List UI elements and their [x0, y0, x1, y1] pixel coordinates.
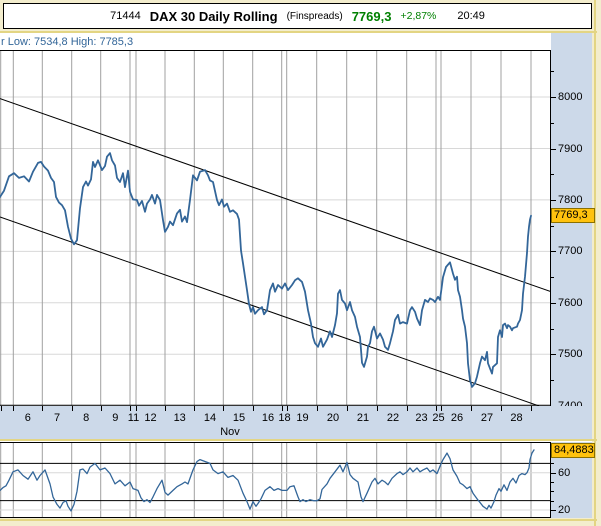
date-axis-tick — [346, 406, 348, 411]
date-axis-tick — [281, 406, 283, 411]
date-axis-tick — [165, 406, 166, 411]
price-axis-minor-tick — [551, 122, 554, 124]
price-axis-minor-tick — [551, 328, 554, 330]
date-tick-label: 23 — [415, 412, 428, 424]
instrument-id: 71444 — [110, 10, 141, 22]
date-tick-label: 16 — [261, 412, 275, 424]
date-tick-label: 12 — [144, 412, 157, 424]
date-tick-label: 15 — [232, 412, 246, 424]
frame-accent-right — [594, 0, 596, 526]
frame-accent-top — [0, 31, 597, 33]
price-axis-tick — [551, 251, 556, 253]
date-tick-label: 13 — [173, 412, 186, 424]
date-axis-tick — [136, 406, 137, 411]
date-axis-tick — [223, 406, 225, 411]
last-price-marker: 7769,3 — [551, 208, 595, 224]
date-tick-label: 26 — [450, 412, 464, 424]
date-axis-tick — [436, 406, 437, 411]
panel-separator — [0, 439, 597, 441]
date-tick-label: 21 — [356, 412, 370, 424]
date-axis-tick — [316, 406, 318, 411]
date-axis-tick — [100, 406, 102, 411]
price-axis-label: 7600 — [558, 296, 583, 309]
date-tick-label: 27 — [480, 412, 494, 424]
quote-change-percent: +2,87% — [400, 10, 437, 22]
date-tick-label: 28 — [510, 412, 523, 424]
date-axis-tick — [194, 406, 196, 411]
date-axis-tick — [501, 406, 502, 411]
date-axis-tick — [71, 406, 73, 411]
date-tick-label: 20 — [326, 412, 340, 424]
oscillator-axis-tick — [551, 472, 556, 474]
date-axis[interactable]: 6 7 8 9 11 12 13 14 15 16 18 19 20 21 22 23 25 26 27 28 Nov — [0, 406, 592, 439]
date-axis-tick — [42, 406, 44, 411]
provider-label: (Finspreads) — [286, 10, 343, 22]
date-axis-tick — [376, 406, 378, 411]
oscillator-axis-minor-tick — [551, 463, 554, 465]
price-axis-label: 8000 — [558, 91, 583, 103]
date-tick-label: 9 — [112, 412, 119, 424]
date-axis-tick — [0, 406, 2, 411]
quote-time: 20:49 — [457, 10, 485, 22]
date-tick-label: 19 — [296, 412, 309, 424]
quote-title-bar: 71444 DAX 30 Daily Rolling (Finspreads) … — [3, 3, 592, 29]
date-axis-tick — [13, 406, 15, 411]
price-axis-minor-tick — [551, 225, 554, 227]
date-tick-label: 6 — [24, 412, 31, 424]
price-axis-label: 7400 — [558, 400, 582, 412]
date-axis-tick — [130, 406, 131, 411]
date-tick-label: 8 — [83, 412, 90, 424]
price-axis-minor-tick — [551, 71, 554, 73]
price-axis-label: 7900 — [558, 142, 583, 155]
date-axis-tick — [406, 406, 408, 411]
quote-price: 7769,3 — [351, 8, 392, 24]
date-tick-label: 7 — [53, 412, 61, 424]
price-axis-tick — [551, 97, 556, 98]
price-axis-minor-tick — [551, 277, 554, 279]
price-axis-tick — [551, 199, 556, 201]
price-axis-tick — [551, 354, 556, 356]
session-low-high-label: r Low: 7534,8 High: 7785,3 — [1, 36, 134, 48]
date-axis-tick — [531, 406, 532, 411]
price-axis-minor-tick — [551, 380, 554, 381]
date-tick-label: 18 — [278, 412, 291, 424]
date-axis-tick — [286, 406, 288, 411]
oscillator-axis-label: 20 — [558, 504, 571, 516]
oscillator-axis-label: 60 — [558, 466, 571, 479]
date-tick-label: 25 — [432, 412, 445, 424]
oscillator-axis-minor-tick — [551, 491, 554, 493]
date-axis-tick — [471, 406, 472, 411]
date-tick-label: 22 — [386, 412, 400, 424]
date-tick-label: 14 — [203, 412, 217, 424]
date-tick-label: 11 — [127, 412, 140, 424]
oscillator-axis-tick — [551, 510, 556, 511]
date-axis-tick — [252, 406, 254, 411]
price-axis-minor-tick — [551, 174, 554, 176]
oscillator-chart[interactable] — [0, 442, 551, 518]
price-axis-tick — [551, 148, 556, 150]
price-axis-label: 7800 — [558, 193, 583, 206]
oscillator-chart-svg[interactable] — [0, 442, 551, 518]
price-axis-tick — [551, 302, 556, 304]
frame-accent-bottom — [0, 519, 597, 521]
month-label: Nov — [220, 426, 240, 438]
main-price-chart[interactable] — [0, 50, 551, 406]
oscillator-axis-minor-tick — [551, 482, 554, 484]
date-axis-tick — [441, 406, 442, 411]
price-axis-label: 7500 — [558, 348, 583, 361]
oscillator-axis-minor-tick — [551, 500, 554, 502]
oscillator-value-marker: 84,4883 — [551, 442, 595, 458]
main-price-chart-svg[interactable] — [0, 50, 551, 406]
instrument-title: DAX 30 Daily Rolling — [149, 8, 278, 24]
price-axis-label: 7700 — [558, 245, 583, 258]
